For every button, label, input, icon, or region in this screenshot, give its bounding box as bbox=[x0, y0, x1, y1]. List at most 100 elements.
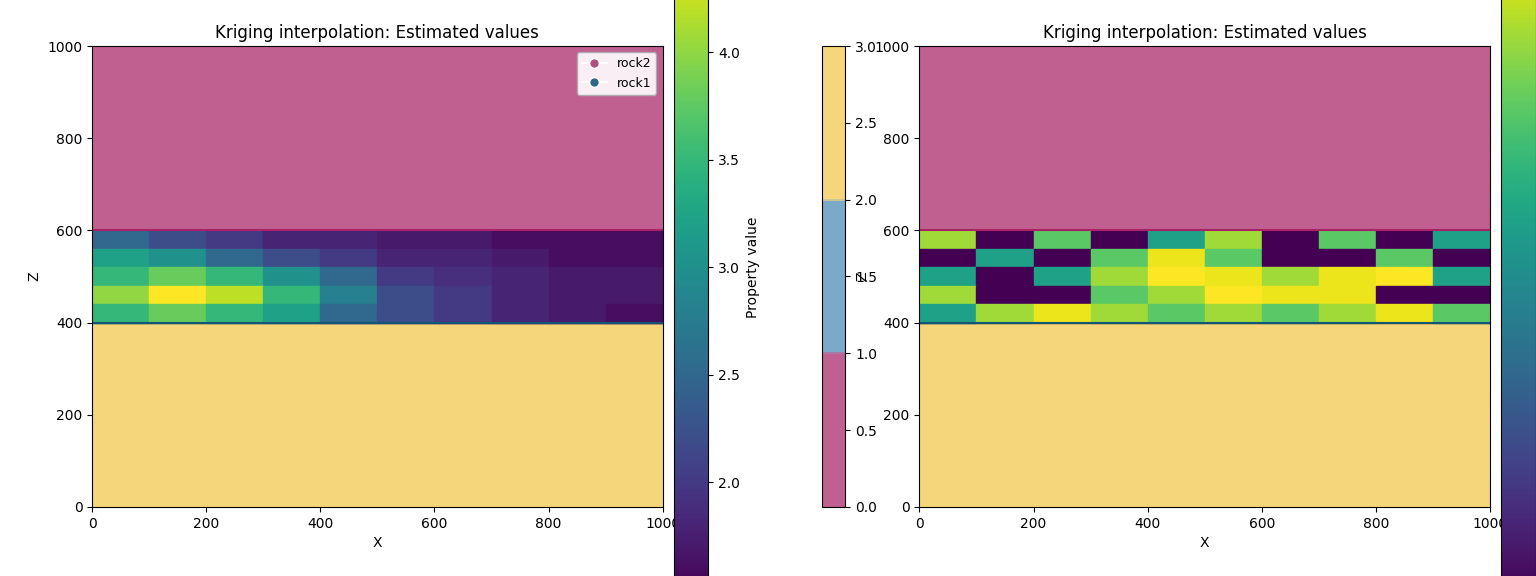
Polygon shape bbox=[492, 267, 548, 286]
Polygon shape bbox=[149, 249, 206, 267]
Polygon shape bbox=[1091, 249, 1147, 267]
Polygon shape bbox=[1433, 249, 1490, 267]
Polygon shape bbox=[1433, 304, 1490, 323]
Polygon shape bbox=[378, 249, 435, 267]
Polygon shape bbox=[977, 267, 1034, 286]
Polygon shape bbox=[435, 230, 492, 249]
Polygon shape bbox=[1204, 249, 1261, 267]
Polygon shape bbox=[492, 230, 548, 249]
Polygon shape bbox=[605, 267, 662, 286]
Polygon shape bbox=[977, 286, 1034, 304]
Title: Kriging interpolation: Estimated values: Kriging interpolation: Estimated values bbox=[215, 24, 539, 41]
Polygon shape bbox=[1147, 249, 1204, 267]
Polygon shape bbox=[1034, 230, 1091, 249]
Polygon shape bbox=[1147, 230, 1204, 249]
Polygon shape bbox=[321, 267, 378, 286]
Polygon shape bbox=[92, 230, 149, 249]
Polygon shape bbox=[548, 230, 605, 249]
Polygon shape bbox=[1204, 286, 1261, 304]
Polygon shape bbox=[206, 267, 263, 286]
Polygon shape bbox=[1319, 230, 1376, 249]
Polygon shape bbox=[1204, 267, 1261, 286]
Title: Kriging interpolation: Estimated values: Kriging interpolation: Estimated values bbox=[1043, 24, 1367, 41]
Polygon shape bbox=[1376, 249, 1433, 267]
Y-axis label: Property value: Property value bbox=[745, 217, 760, 318]
Polygon shape bbox=[92, 304, 149, 323]
Y-axis label: Z: Z bbox=[856, 272, 869, 281]
Polygon shape bbox=[1376, 304, 1433, 323]
Polygon shape bbox=[149, 286, 206, 304]
Polygon shape bbox=[1261, 230, 1319, 249]
Polygon shape bbox=[378, 286, 435, 304]
Polygon shape bbox=[605, 230, 662, 249]
Polygon shape bbox=[206, 304, 263, 323]
Polygon shape bbox=[435, 267, 492, 286]
Polygon shape bbox=[920, 249, 977, 267]
Polygon shape bbox=[920, 267, 977, 286]
Polygon shape bbox=[1376, 286, 1433, 304]
Polygon shape bbox=[1376, 230, 1433, 249]
Polygon shape bbox=[206, 249, 263, 267]
Polygon shape bbox=[263, 249, 321, 267]
Polygon shape bbox=[435, 286, 492, 304]
Polygon shape bbox=[149, 304, 206, 323]
Polygon shape bbox=[492, 304, 548, 323]
Polygon shape bbox=[1147, 286, 1204, 304]
Polygon shape bbox=[321, 230, 378, 249]
Polygon shape bbox=[263, 286, 321, 304]
Polygon shape bbox=[548, 286, 605, 304]
Polygon shape bbox=[1147, 304, 1204, 323]
Y-axis label: Z: Z bbox=[28, 272, 41, 281]
Polygon shape bbox=[605, 286, 662, 304]
Polygon shape bbox=[1319, 286, 1376, 304]
Polygon shape bbox=[263, 267, 321, 286]
Polygon shape bbox=[206, 230, 263, 249]
Polygon shape bbox=[1319, 304, 1376, 323]
Polygon shape bbox=[548, 304, 605, 323]
Polygon shape bbox=[435, 249, 492, 267]
Polygon shape bbox=[378, 230, 435, 249]
Polygon shape bbox=[548, 249, 605, 267]
Polygon shape bbox=[1433, 230, 1490, 249]
Polygon shape bbox=[92, 286, 149, 304]
Polygon shape bbox=[1319, 267, 1376, 286]
Polygon shape bbox=[492, 249, 548, 267]
Polygon shape bbox=[1319, 249, 1376, 267]
Polygon shape bbox=[977, 230, 1034, 249]
Polygon shape bbox=[378, 304, 435, 323]
Polygon shape bbox=[1261, 286, 1319, 304]
Polygon shape bbox=[1091, 304, 1147, 323]
Polygon shape bbox=[206, 286, 263, 304]
Polygon shape bbox=[492, 286, 548, 304]
Polygon shape bbox=[378, 267, 435, 286]
Polygon shape bbox=[321, 249, 378, 267]
Polygon shape bbox=[605, 304, 662, 323]
Polygon shape bbox=[605, 249, 662, 267]
Polygon shape bbox=[92, 267, 149, 286]
Polygon shape bbox=[92, 249, 149, 267]
Polygon shape bbox=[321, 304, 378, 323]
Polygon shape bbox=[1034, 304, 1091, 323]
Polygon shape bbox=[149, 230, 206, 249]
Polygon shape bbox=[149, 267, 206, 286]
Polygon shape bbox=[977, 304, 1034, 323]
Polygon shape bbox=[920, 286, 977, 304]
Polygon shape bbox=[1433, 267, 1490, 286]
Polygon shape bbox=[263, 304, 321, 323]
Legend: rock2, rock1: rock2, rock1 bbox=[578, 52, 656, 94]
Polygon shape bbox=[435, 304, 492, 323]
Polygon shape bbox=[1376, 267, 1433, 286]
Polygon shape bbox=[1091, 267, 1147, 286]
Polygon shape bbox=[321, 286, 378, 304]
Polygon shape bbox=[1091, 286, 1147, 304]
Polygon shape bbox=[920, 230, 977, 249]
Polygon shape bbox=[1204, 304, 1261, 323]
Polygon shape bbox=[263, 230, 321, 249]
Polygon shape bbox=[920, 304, 977, 323]
X-axis label: X: X bbox=[1200, 536, 1209, 550]
Polygon shape bbox=[1261, 304, 1319, 323]
Polygon shape bbox=[1204, 230, 1261, 249]
Polygon shape bbox=[1147, 267, 1204, 286]
Polygon shape bbox=[1034, 267, 1091, 286]
X-axis label: X: X bbox=[373, 536, 382, 550]
